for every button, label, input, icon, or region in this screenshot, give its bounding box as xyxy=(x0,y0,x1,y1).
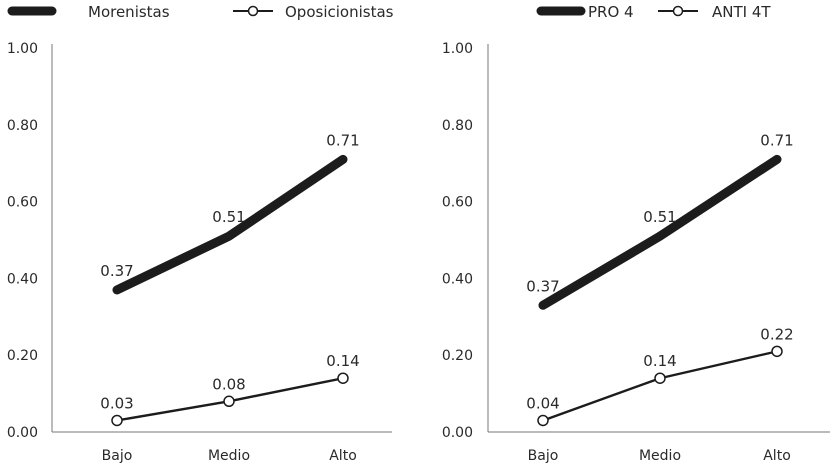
y-tick-label: 0.40 xyxy=(442,271,473,287)
y-tick-label: 1.00 xyxy=(442,41,473,57)
data-label: 0.14 xyxy=(643,352,676,370)
x-tick-label: Bajo xyxy=(102,448,133,464)
data-label: 0.37 xyxy=(100,262,133,280)
data-label: 0.03 xyxy=(100,394,133,412)
y-tick-label: 1.00 xyxy=(7,41,38,57)
chart-panel-1: 0.00 0.20 0.40 0.60 0.80 1.00 Bajo Medio Alto Mor… xyxy=(7,3,394,464)
chart-panel-2: 0.00 0.20 0.40 0.60 0.80 1.00 Bajo Medio Alto PRO… xyxy=(442,3,830,464)
y-tick-label: 0.60 xyxy=(442,195,473,211)
x-tick-label: Alto xyxy=(329,448,357,464)
y-tick-label: 0.60 xyxy=(7,195,38,211)
data-label: 0.14 xyxy=(326,352,359,370)
data-point xyxy=(111,414,123,427)
data-label: 0.04 xyxy=(526,394,559,412)
y-tick-label: 0.20 xyxy=(442,348,473,364)
legend-marker-2 xyxy=(672,5,684,17)
data-point xyxy=(223,395,235,408)
y-tick-label: 0.00 xyxy=(7,425,38,441)
data-label: 0.22 xyxy=(760,325,793,343)
data-point xyxy=(537,414,549,427)
x-tick-label: Bajo xyxy=(528,448,559,464)
legend-label-1: PRO 4 xyxy=(588,3,634,21)
data-point xyxy=(654,372,666,384)
data-label: 0.51 xyxy=(212,208,245,226)
y-tick-label: 0.40 xyxy=(7,271,38,287)
data-label: 0.71 xyxy=(760,131,793,149)
y-tick-label: 0.80 xyxy=(7,118,38,134)
legend-marker-2 xyxy=(247,5,259,17)
x-tick-label: Medio xyxy=(208,448,250,464)
x-tick-label: Alto xyxy=(763,448,791,464)
legend-label-1: Morenistas xyxy=(88,3,170,21)
data-label: 0.51 xyxy=(643,208,676,226)
x-tick-label: Medio xyxy=(639,448,681,464)
y-tick-label: 0.80 xyxy=(442,118,473,134)
data-label: 0.37 xyxy=(526,277,559,295)
data-point xyxy=(337,372,349,384)
legend-label-2: ANTI 4T xyxy=(712,3,771,21)
data-point xyxy=(771,345,783,358)
y-tick-label: 0.20 xyxy=(7,348,38,364)
legend-label-2: Oposicionistas xyxy=(285,3,394,21)
data-label: 0.08 xyxy=(212,375,245,393)
y-tick-label: 0.00 xyxy=(442,425,473,441)
series-line-1 xyxy=(112,154,348,295)
data-label: 0.71 xyxy=(326,131,359,149)
series-line-1 xyxy=(538,154,782,310)
